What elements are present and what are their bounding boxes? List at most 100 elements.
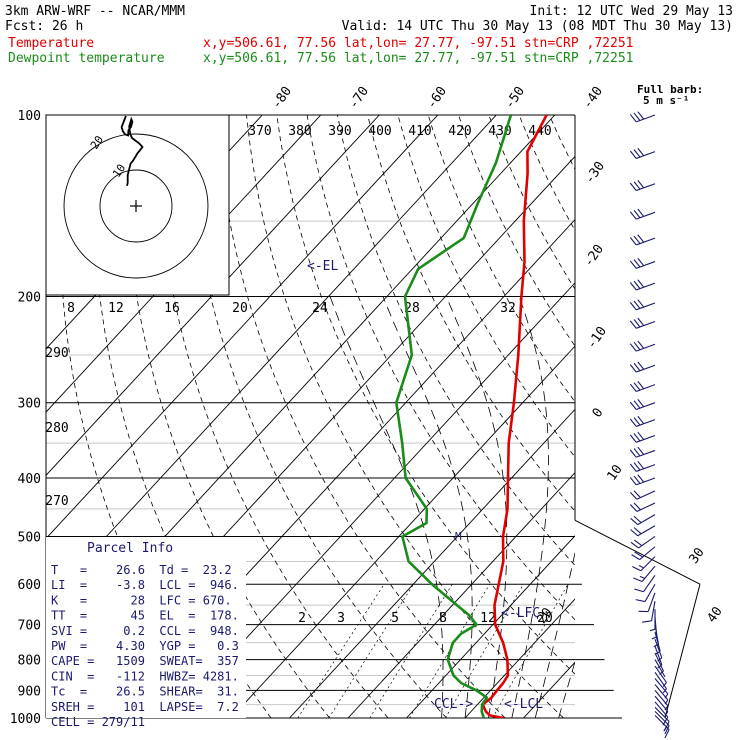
isotherm-label: -20 <box>581 242 607 270</box>
parcel-info-row: TT = 45 EL = 178. <box>51 609 239 623</box>
theta-label: 370 <box>248 124 271 139</box>
parcel-info-row: SVI = 0.2 CCL = 948. <box>51 624 239 638</box>
isotherm-label: -60 <box>424 84 450 112</box>
init-time: Init: 12 UTC Wed 29 May 13 <box>530 4 734 19</box>
hodo-ring <box>63 133 209 279</box>
isotherm <box>582 115 740 718</box>
isotherm <box>406 535 575 718</box>
dry-adiabat <box>670 115 740 718</box>
isotherm <box>46 115 439 540</box>
isotherm <box>289 408 575 718</box>
annotation-label: <-LFC <box>501 606 540 621</box>
annotations: <-EL <-LFC <-LCL CCL-> M <box>307 259 543 712</box>
sounding-traces <box>394 115 548 718</box>
annotation-label: M <box>455 530 462 543</box>
theta-label: 390 <box>328 124 351 139</box>
wind-barb <box>635 583 656 603</box>
parcel-info-row: K = 28 LFC = 670. <box>51 593 232 607</box>
dry-adiabat <box>701 115 740 718</box>
wind-barb <box>654 710 670 735</box>
mixing-ratio-label: 2 <box>298 611 306 626</box>
annotation-label: <-LCL <box>504 697 543 712</box>
parcel-info-row: T = 26.6 Td = 23.2 <box>51 563 232 577</box>
wind-barb <box>629 431 656 443</box>
isotherm <box>464 598 575 718</box>
isotherm <box>172 282 575 718</box>
wind-barb <box>629 180 656 192</box>
mixing-ratio-line <box>445 584 524 718</box>
wind-barb <box>629 502 656 512</box>
pressure-tick-label: 600 <box>18 578 41 593</box>
wind-barb <box>629 111 656 123</box>
pressure-tick-label: 400 <box>18 472 41 487</box>
wind-barb <box>630 536 656 549</box>
wind-barb <box>654 714 670 739</box>
pressure-tick-label: 800 <box>18 654 41 669</box>
wind-barb <box>629 460 656 472</box>
hodo-speed-label: 32 <box>500 301 516 316</box>
wind-barb <box>629 234 656 246</box>
isotherm-label: -10 <box>584 324 610 352</box>
theta-label: 400 <box>368 124 391 139</box>
isotherm-label: 10 <box>604 462 625 483</box>
hodo-ring <box>99 169 173 243</box>
parcel-info-row: Tc = 26.5 SHEAR= 31. <box>51 685 239 699</box>
hodo-speed-label: 24 <box>312 301 328 316</box>
mixing-ratio-line <box>369 584 453 718</box>
dry-adiabat <box>731 115 740 718</box>
parcel-info-row: CELL = 279/11 <box>51 715 145 729</box>
wind-barb <box>630 514 656 526</box>
wind-barb <box>654 659 666 678</box>
annotation-label: CCL-> <box>434 697 473 712</box>
isotherm-label: -80 <box>269 84 295 112</box>
wind-barb <box>629 279 656 291</box>
isotherm <box>46 115 380 476</box>
dry-adiabat <box>215 115 506 718</box>
isotherm-label: -70 <box>346 84 372 112</box>
wind-barb <box>629 208 656 220</box>
wind-barbs <box>629 111 670 739</box>
dry-adiabat <box>367 115 575 512</box>
wind-barb <box>629 299 656 311</box>
base-right-edge <box>664 584 701 719</box>
mixing-ratio-label: 12 <box>480 611 496 626</box>
hodo-ring-label: 10 <box>110 162 128 180</box>
mixing-ratio-label: 5 <box>391 611 399 626</box>
wind-barb <box>629 340 656 352</box>
dry-adiabat <box>306 115 575 621</box>
lower-right-edge <box>574 519 701 585</box>
mixing-ratio-label: 20 <box>537 611 553 626</box>
isotherm <box>46 115 497 603</box>
theta-label: 410 <box>408 124 431 139</box>
mixing-ratio-label: 8 <box>439 611 447 626</box>
isotherm-label: 20 <box>534 605 555 626</box>
wind-barb <box>638 592 656 613</box>
model-title: 3km ARW-WRF -- NCAR/MMM <box>5 4 185 19</box>
barb-legend-unit: 5 m s⁻¹ <box>643 94 689 107</box>
parcel-info-row: LI = -3.8 LCL = 946. <box>51 578 239 592</box>
wind-barb <box>629 380 656 392</box>
wind-barb <box>633 565 656 582</box>
dry-adiabat <box>124 115 330 718</box>
wind-barb <box>629 474 656 486</box>
wind-barb <box>629 257 656 269</box>
pressure-tick-label: 300 <box>18 397 41 412</box>
theta-e-label: 290 <box>45 346 68 361</box>
isotherm <box>230 345 575 718</box>
parcel-info-row: SREH = 101 LAPSE= 7.2 <box>51 700 239 714</box>
temperature-location: x,y=506.61, 77.56 lat,lon= 27.77, -97.51… <box>203 36 633 51</box>
dewpoint-trace <box>394 115 513 718</box>
dewpoint-location: x,y=506.61, 77.56 lat,lon= 27.77, -97.51… <box>203 51 633 66</box>
dewpoint-legend: Dewpoint temperature <box>8 51 165 66</box>
parcel-info-row: CIN = -112 HWBZ= 4281. <box>51 669 239 683</box>
dry-adiabat <box>155 115 389 718</box>
dry-adiabat <box>276 115 575 675</box>
forecast-hour: Fcst: 26 h <box>5 19 83 34</box>
barb-legend-title: Full barb: <box>637 83 703 96</box>
hodo-ring-label: 20 <box>88 133 106 151</box>
wind-barb <box>634 575 656 593</box>
valid-time: Valid: 14 UTC Thu 30 May 13 (08 MDT Thu … <box>342 19 733 34</box>
isotherm-label: -40 <box>580 84 606 112</box>
